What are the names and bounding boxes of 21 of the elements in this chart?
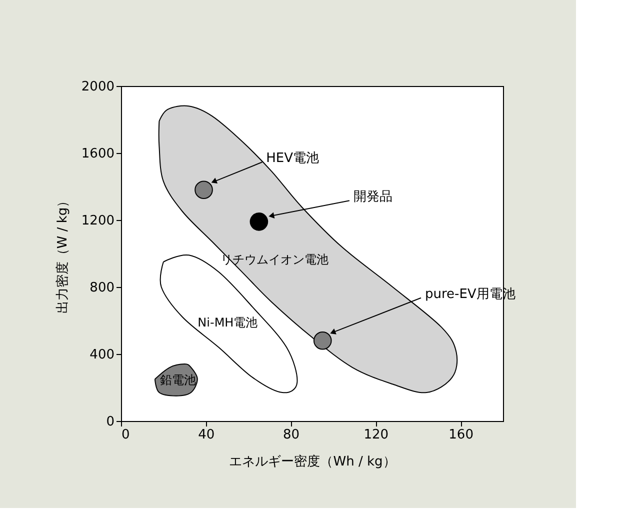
x-tick-label: 160 — [448, 428, 474, 442]
point — [313, 331, 332, 350]
y-axis-title: 出力密度（W / kg） — [54, 194, 70, 314]
x-tick-label: 80 — [283, 428, 300, 442]
y-tick-label: 800 — [90, 280, 114, 296]
series-label: Ni-MH電池 — [198, 315, 258, 330]
series-label: リチウムイオン電池 — [220, 252, 328, 266]
x-tick-label: 120 — [364, 428, 389, 442]
y-tick-label: 0 — [106, 414, 114, 430]
point — [194, 180, 213, 199]
x-axis-title: エネルギー密度（Wh / kg） — [229, 454, 396, 470]
series-label: 鉛電池 — [160, 372, 196, 387]
x-tick-label: 40 — [198, 428, 215, 442]
y-tick-label: 1600 — [81, 146, 114, 162]
point — [250, 212, 268, 231]
annotation: HEV電池 — [266, 151, 320, 166]
y-tick-label: 1200 — [81, 214, 114, 228]
x-tick-label: 0 — [122, 428, 130, 442]
y-tick-label: 400 — [90, 348, 114, 362]
y-tick-label: 2000 — [81, 80, 114, 94]
annotation: 開発品 — [353, 190, 392, 205]
